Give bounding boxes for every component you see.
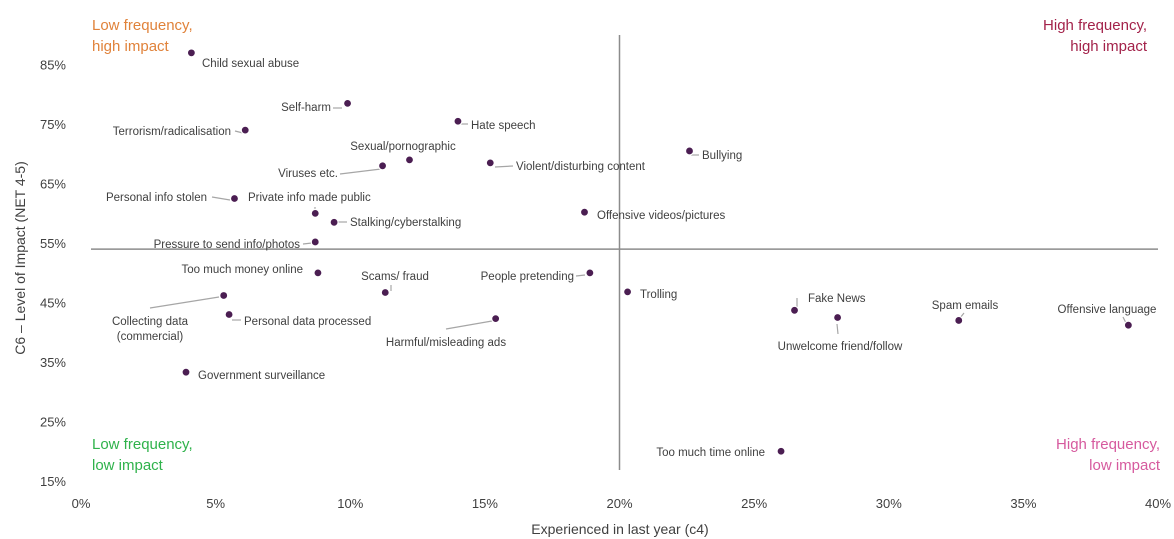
leader-line-pressure-to-send-info-photos [302,242,313,245]
x-axis-ticks: 0% 5% 10% 15% 20% 25% 30% 35% 40% [72,496,1172,511]
data-point-child-sexual-abuse [186,48,196,58]
data-point-fake-news [789,305,800,315]
y-tick-label: 15% [40,474,66,489]
x-tick-label: 0% [72,496,91,511]
y-tick-label: 55% [40,236,66,251]
x-axis-title: Experienced in last year (c4) [531,521,708,537]
leader-line-harmful-misleading-ads [445,320,493,330]
point-label-self-harm: Self-harm [281,102,331,114]
leader-line-people-pretending [575,274,586,277]
data-point-people-pretending [585,268,595,278]
point-label-stalking-cyberstalking: Stalking/cyberstalking [350,217,461,229]
y-tick-label: 35% [40,355,66,370]
point-label-private-info-made-public: Private info made public [248,192,371,204]
data-point-violent-disturbing-content [485,158,495,168]
point-label-personal-data-processed: Personal data processed [244,316,371,328]
point-label-unwelcome-friend-follow: Unwelcome friend/follow [778,341,903,353]
data-point-private-info-made-public [310,208,320,218]
y-tick-label: 25% [40,415,66,430]
point-label-violent-disturbing-content: Violent/disturbing content [516,161,646,173]
point-label-spam-emails: Spam emails [932,300,999,312]
point-label-harmful-misleading-ads: Harmful/misleading ads [386,337,506,349]
quadrant-label-low-freq-low-impact: Low frequency, low impact [92,436,193,474]
data-point-self-harm [342,98,353,108]
point-label-too-much-time-online: Too much time online [656,447,765,459]
point-label-fake-news: Fake News [808,293,866,305]
point-label-collecting-data-commercial: Collecting data (commercial) [112,316,189,343]
point-label-pressure-to-send-info-photos: Pressure to send info/photos [154,239,301,251]
data-point-government-surveillance [181,367,191,377]
y-tick-label: 45% [40,296,66,311]
quadrant-labels: Low frequency, high impact High frequency,… [92,17,1161,474]
data-point-pressure-to-send-info-photos [310,237,320,247]
quadrant-dividers [91,35,1158,470]
point-labels: Child sexual abuse Self-harm Hate speech Te… [106,58,1156,459]
x-tick-label: 40% [1145,496,1171,511]
x-tick-label: 10% [337,496,363,511]
data-point-viruses-etc [377,161,388,171]
point-label-people-pretending: People pretending [481,271,574,283]
quadrant-label-high-freq-high-impact: High frequency, high impact [1043,17,1148,55]
y-tick-label: 65% [40,177,66,192]
data-point-too-much-money-online [313,268,323,278]
data-point-offensive-language [1123,320,1133,330]
x-tick-label: 35% [1010,496,1036,511]
y-tick-label: 75% [40,117,66,132]
data-point-sexual-pornographic [404,155,415,165]
data-point-scams-fraud [380,287,390,298]
y-axis-ticks: 15% 25% 35% 45% 55% 65% 75% 85% [40,58,66,489]
data-points [181,48,1133,456]
data-point-spam-emails [954,315,964,326]
quadrant-label-high-freq-low-impact: High frequency, low impact [1056,436,1161,474]
leader-line-collecting-data-commercial [149,296,220,309]
point-label-terrorism-radicalisation: Terrorism/radicalisation [113,126,231,138]
point-label-trolling: Trolling [640,289,677,301]
point-label-viruses-etc: Viruses etc. [278,168,338,180]
data-point-trolling [622,287,633,297]
x-tick-label: 15% [472,496,498,511]
data-point-personal-data-processed [224,309,234,320]
point-label-bullying: Bullying [702,150,742,162]
point-label-offensive-videos-pictures: Offensive videos/pictures [597,210,726,222]
x-tick-label: 5% [206,496,225,511]
data-point-too-much-time-online [776,446,786,456]
leader-line-viruses-etc [339,168,382,175]
quadrant-label-low-freq-high-impact: Low frequency, high impact [92,17,193,55]
point-label-offensive-language: Offensive language [1058,304,1157,316]
x-tick-label: 20% [606,496,632,511]
point-label-child-sexual-abuse: Child sexual abuse [202,58,299,70]
data-point-offensive-videos-pictures [579,207,590,217]
leader-line-personal-info-stolen [211,196,231,201]
point-label-sexual-pornographic: Sexual/pornographic [350,141,456,153]
point-label-hate-speech: Hate speech [471,120,536,132]
leader-line-unwelcome-friend-follow [836,323,839,335]
y-axis-title: C6 – Level of Impact (NET 4-5) [12,161,28,354]
leader-line-violent-disturbing-content [494,165,514,168]
data-point-hate-speech [453,116,463,126]
point-label-government-surveillance: Government surveillance [198,370,325,382]
data-point-stalking-cyberstalking [329,217,339,227]
y-tick-label: 85% [40,58,66,73]
x-tick-label: 25% [741,496,767,511]
data-point-collecting-data-commercial [219,290,229,301]
point-label-personal-info-stolen: Personal info stolen [106,192,207,204]
leader-lines [149,107,1127,335]
point-label-too-much-money-online: Too much money online [182,264,303,276]
data-point-personal-info-stolen [229,193,240,204]
data-point-unwelcome-friend-follow [832,312,843,323]
x-tick-label: 30% [876,496,902,511]
point-label-scams-fraud: Scams/ fraud [361,271,429,283]
data-point-bullying [684,146,695,156]
data-point-terrorism-radicalisation [240,125,250,135]
data-point-harmful-misleading-ads [491,314,501,324]
